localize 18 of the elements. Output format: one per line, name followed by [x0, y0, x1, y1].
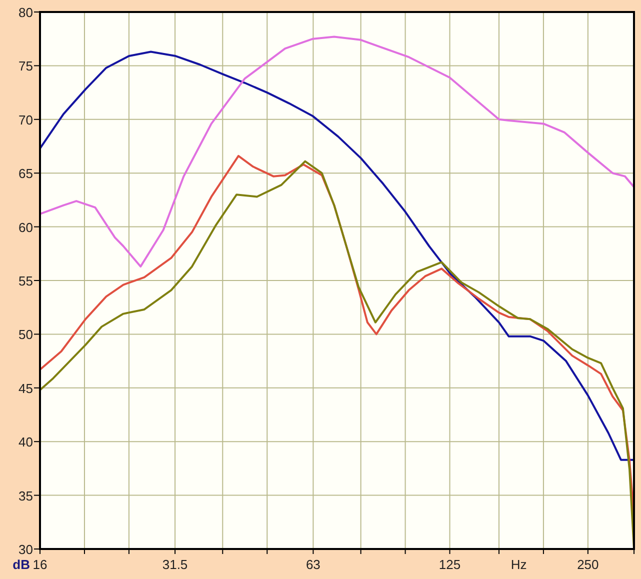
- y-tick-label: 55: [18, 274, 33, 288]
- y-axis-title: dB: [12, 557, 30, 572]
- y-tick-label: 75: [18, 58, 33, 74]
- x-tick-label: 125: [438, 557, 461, 572]
- y-tick-label: 35: [18, 488, 33, 504]
- y-tick-label: 80: [18, 5, 33, 20]
- y-tick-label: 50: [18, 327, 33, 342]
- y-tick-label: 45: [18, 380, 33, 396]
- x-tick-label: 16: [32, 557, 48, 572]
- x-tick-label: 250: [577, 557, 599, 572]
- y-tick-label: 60: [18, 220, 33, 235]
- x-tick-label: 31.5: [162, 557, 188, 572]
- y-tick-label: 30: [18, 542, 33, 557]
- y-tick-label: 65: [18, 166, 33, 182]
- y-tick-label: 40: [18, 434, 33, 450]
- x-tick-label: 63: [306, 557, 320, 572]
- x-axis-title: Hz: [510, 557, 527, 572]
- y-tick-label: 70: [18, 112, 33, 128]
